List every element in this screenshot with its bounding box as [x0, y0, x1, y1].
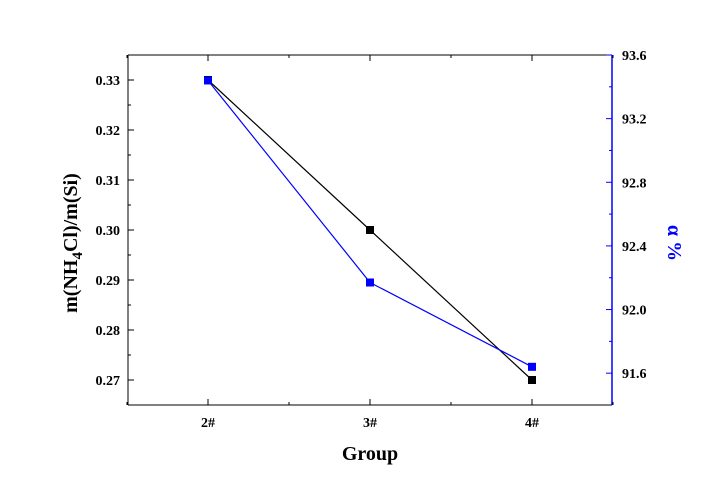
x-tick-label: 2# [201, 416, 215, 431]
y-left-tick-label: 0.27 [96, 374, 121, 389]
y-left-tick-label: 0.30 [96, 224, 121, 239]
y-left-tick-label: 0.33 [96, 74, 121, 89]
x-tick-label: 3# [363, 416, 377, 431]
data-point-left [528, 376, 536, 384]
y-left-axis-title: m(NH4Cl)/m(Si) [60, 173, 86, 313]
x-tick-label: 4# [525, 416, 539, 431]
y-right-tick-label: 93.6 [622, 49, 647, 64]
y-right-tick-label: 92.4 [622, 240, 647, 255]
y-right-axis-title: α % [663, 225, 685, 261]
data-point-right [366, 278, 374, 287]
data-point-right [528, 362, 536, 371]
y-left-title-sub: 4 [70, 252, 86, 260]
data-point-left [366, 226, 374, 234]
axes [126, 54, 614, 406]
x-axis-title: Group [342, 443, 398, 465]
y-right-tick-label: 92.8 [622, 176, 647, 191]
y-left-title-pre: m(NH [60, 259, 82, 313]
y-right-tick-label: 91.6 [622, 367, 647, 382]
y-left-title-post: Cl)/m(Si) [60, 173, 82, 252]
y-right-tick-label: 93.2 [622, 113, 647, 128]
y-left-tick-label: 0.28 [96, 324, 121, 339]
y-left-tick-label: 0.31 [96, 174, 121, 189]
y-right-tick-label: 92.0 [622, 304, 647, 319]
series-line-right [207, 80, 533, 368]
y-left-tick-label: 0.29 [96, 274, 121, 289]
y-left-tick-label: 0.32 [96, 124, 121, 139]
labels: 0.27 0.28 0.29 0.30 0.31 0.32 0.33 91.6 92.0 92.4… [96, 49, 647, 431]
data-point-right [204, 76, 212, 85]
series [204, 76, 536, 384]
